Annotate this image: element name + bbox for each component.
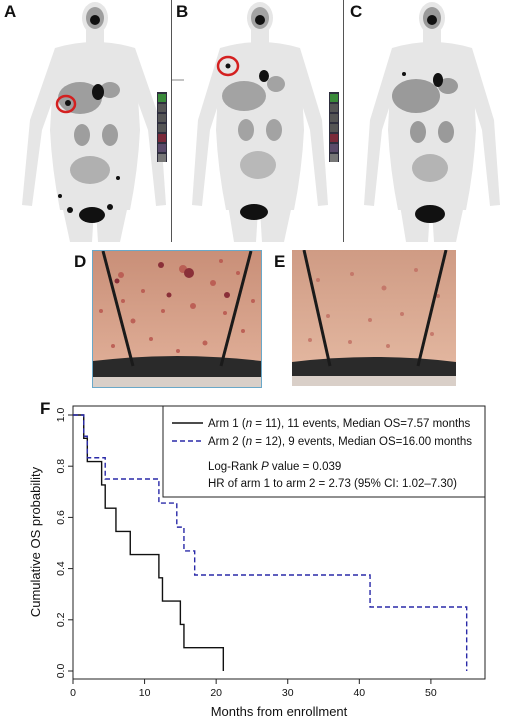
panel-letter-f: F [40, 399, 51, 418]
panel-divider [343, 0, 344, 242]
legend-box [162, 405, 486, 498]
legend-entry-arm2: Arm 2 (n = 12), 9 events, Median OS=16.0… [208, 436, 472, 448]
lesion-highlight-circle [216, 55, 240, 77]
series-layer [73, 414, 468, 671]
panel-letter-d-label: D [74, 252, 87, 271]
panel-a-pet-scan: A [0, 0, 170, 242]
y-tick-label: 0.4 [55, 561, 67, 576]
y-tick-label: 0.2 [55, 612, 67, 627]
x-tick-label: 0 [70, 687, 76, 699]
legend-entry-arm1: Arm 1 (n = 11), 11 events, Median OS=7.5… [208, 418, 471, 430]
y-axis-label: Cumulative OS probability [28, 466, 43, 617]
panel-letter-a: A [4, 2, 17, 21]
panel-e-skin-photo [292, 250, 456, 386]
panel-letter-c: C [350, 2, 363, 21]
y-tick-label: 0.0 [55, 664, 67, 679]
panel-d-skin-photo: D [92, 250, 262, 388]
pet-image-c [344, 0, 520, 242]
survival-curve-arm2 [73, 414, 468, 671]
panel-b-pet-scan: B [172, 0, 342, 242]
panel-divider [171, 0, 172, 242]
survival-chart: 0 10 20 30 40 50 0.0 0.2 0.4 0.6 0.8 1.0 Months fr… [28, 405, 486, 719]
x-tick-label: 50 [425, 687, 437, 699]
panel-letter-e: E [274, 252, 286, 271]
viewer-toolbar [157, 92, 167, 162]
hazard-ratio-annotation: HR of arm 1 to arm 2 = 2.73 (95% CI: 1.0… [208, 478, 457, 490]
pet-image-b [172, 0, 342, 242]
logrank-annotation: Log-Rank P value = 0.039 [208, 461, 341, 473]
panel-c-pet-scan: C [344, 0, 520, 242]
y-tick-label: 0.6 [55, 510, 67, 525]
lesion-highlight-circle [55, 94, 77, 114]
y-tick-label: 0.8 [55, 459, 67, 474]
y-tick-label: 1.0 [55, 408, 67, 423]
skin-photo-e [292, 250, 456, 386]
x-tick-label: 20 [210, 687, 222, 699]
x-tick-label: 10 [139, 687, 151, 699]
x-tick-label: 40 [353, 687, 365, 699]
x-axis-label: Months from enrollment [211, 704, 348, 719]
viewer-toolbar [329, 92, 339, 162]
survival-curve-arm1 [73, 414, 225, 671]
pet-image-a [0, 0, 170, 242]
panel-letter-b: B [176, 2, 189, 21]
legend: Arm 1 (n = 11), 11 events, Median OS=7.5… [162, 405, 486, 498]
y-axis-ticks: 0.0 0.2 0.4 0.6 0.8 1.0 [55, 408, 73, 679]
skin-photo-d [93, 251, 261, 387]
x-axis-ticks: 0 10 20 30 40 50 [70, 679, 437, 699]
x-tick-label: 30 [282, 687, 294, 699]
